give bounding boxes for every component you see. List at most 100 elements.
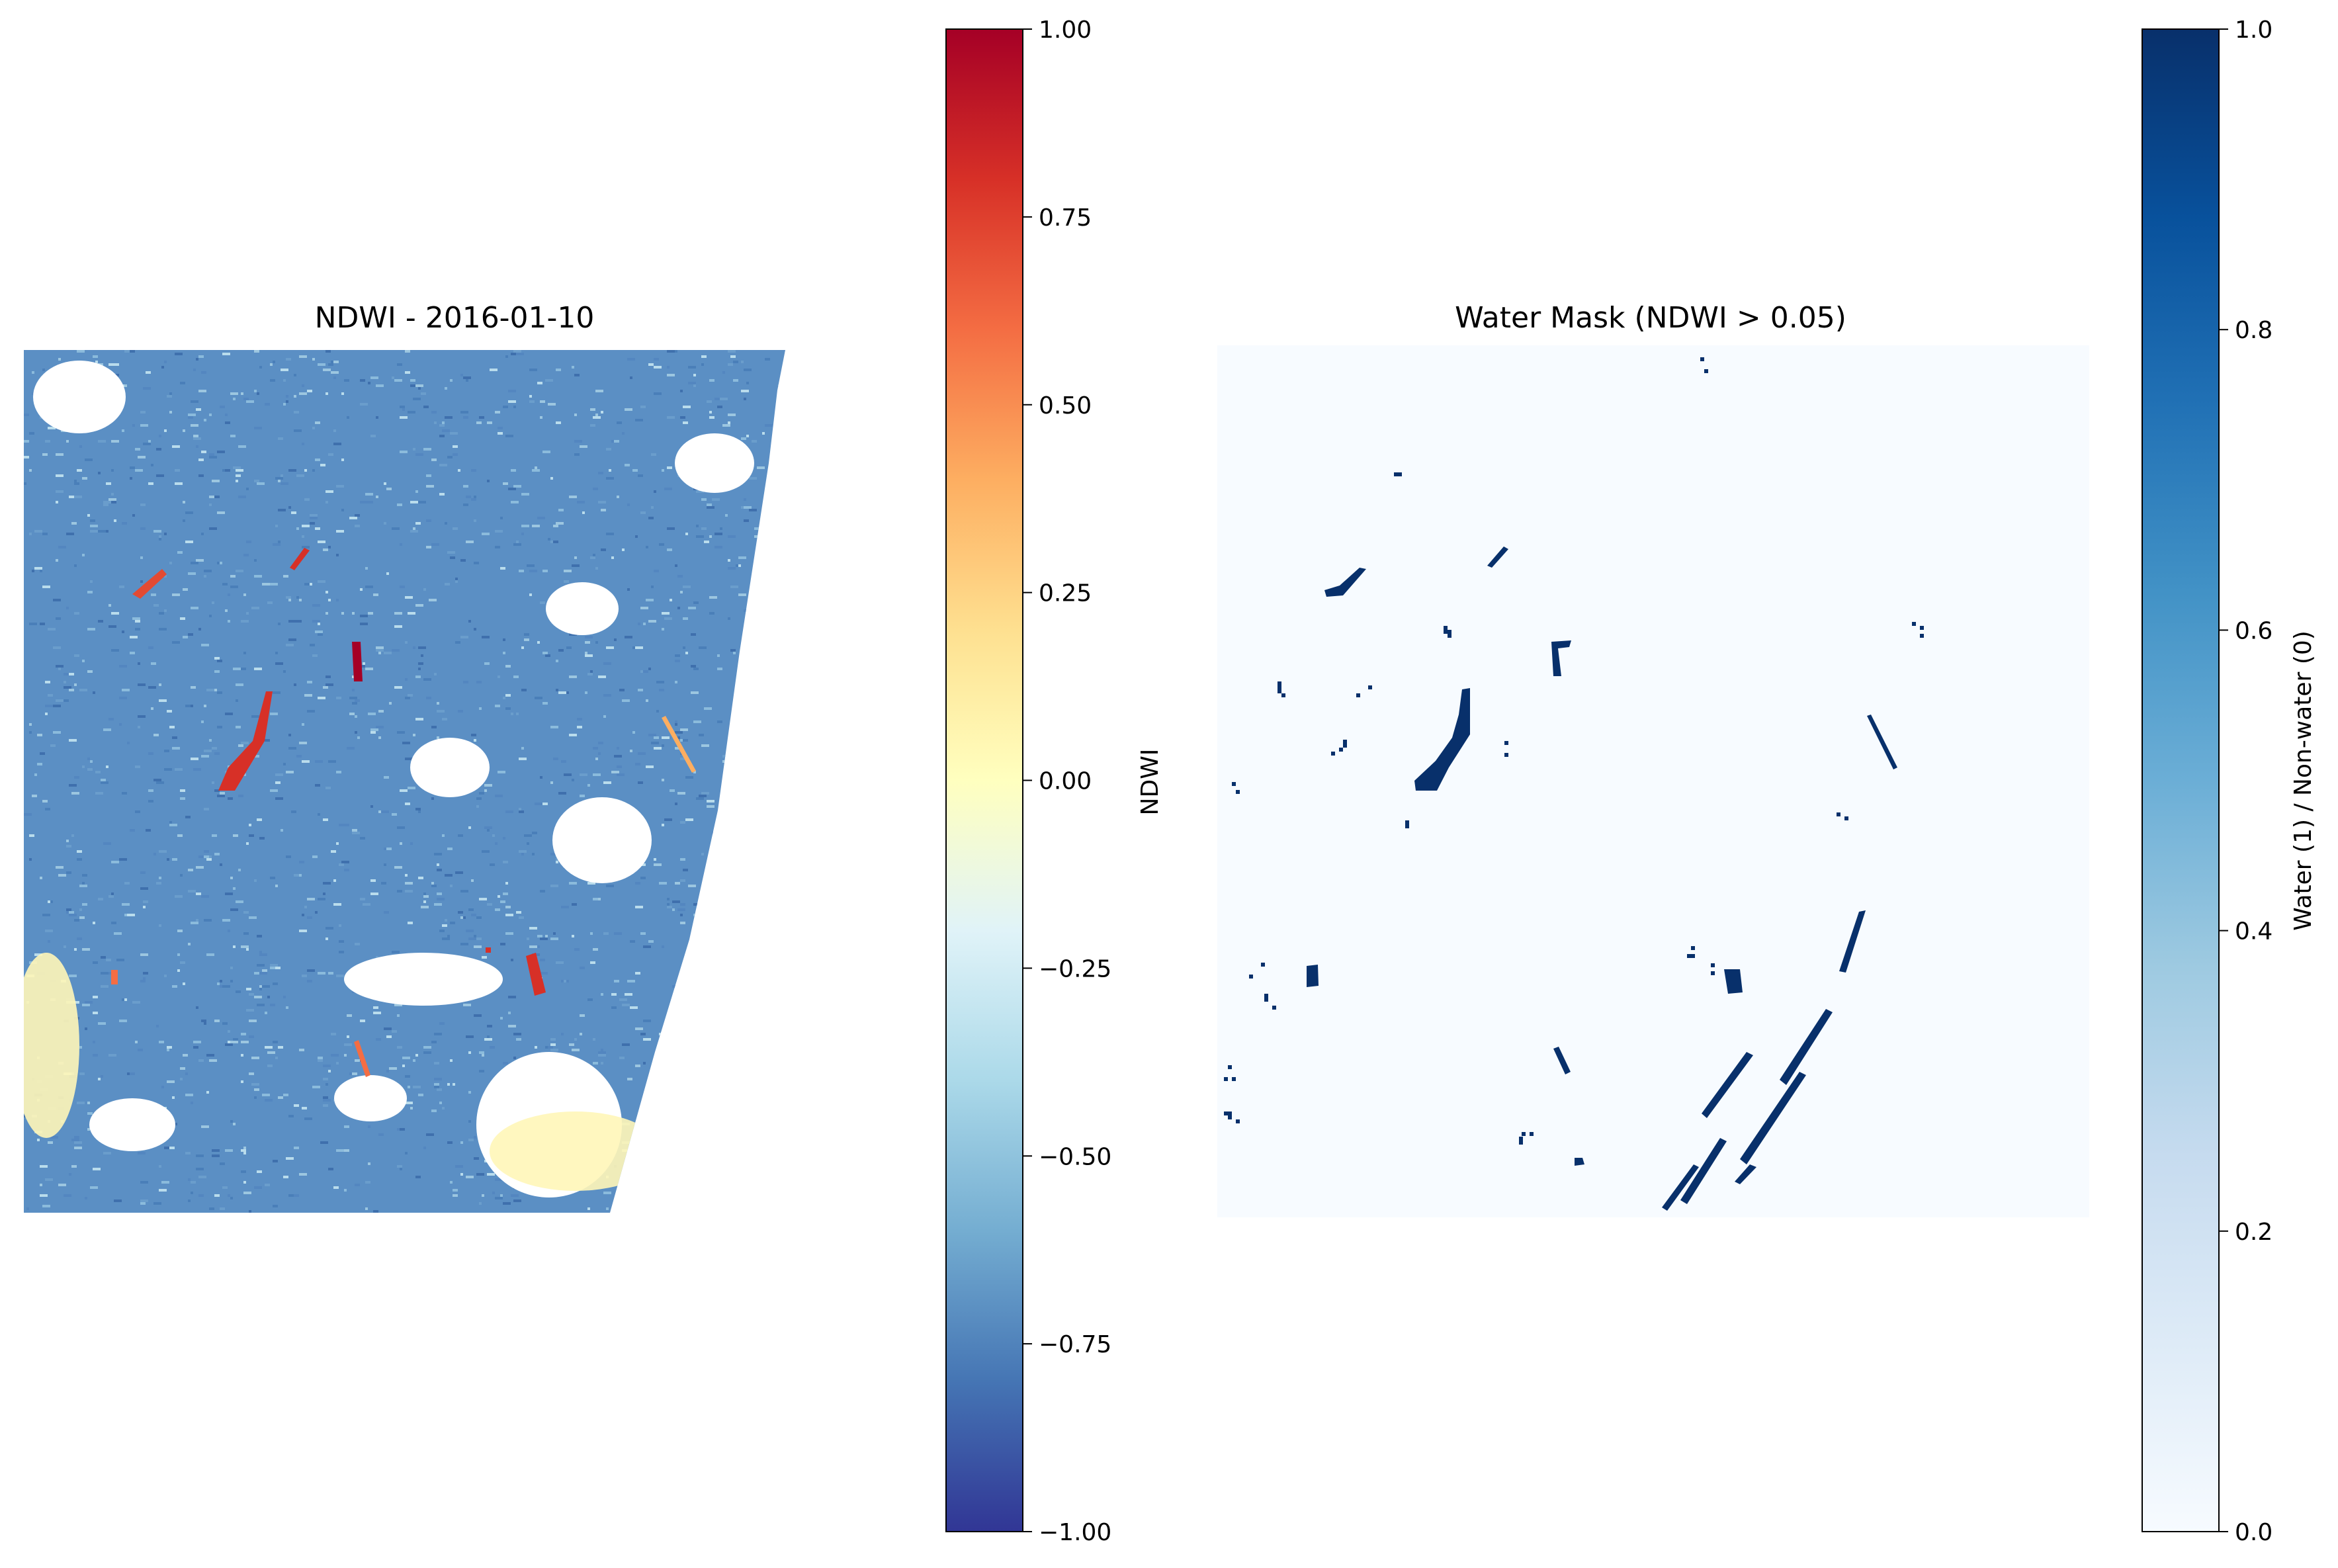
texture-pixel: [659, 543, 664, 546]
texture-pixel: [405, 1152, 408, 1154]
texture-pixel: [468, 1091, 471, 1094]
texture-pixel: [360, 379, 365, 382]
texture-pixel: [69, 739, 77, 742]
texture-pixel: [164, 575, 167, 578]
texture-pixel: [288, 1194, 296, 1197]
texture-pixel: [447, 456, 453, 458]
texture-pixel: [267, 601, 273, 604]
texture-pixel: [423, 1147, 426, 1149]
texture-pixel: [662, 744, 664, 747]
texture-pixel: [484, 784, 492, 787]
texture-pixel: [228, 1041, 230, 1043]
texture-pixel: [384, 522, 386, 525]
texture-pixel: [498, 675, 500, 678]
texture-pixel: [286, 1218, 294, 1221]
mask-speckle: [1264, 994, 1268, 998]
texture-pixel: [580, 445, 587, 448]
texture-pixel: [254, 390, 257, 392]
texture-pixel: [683, 586, 691, 588]
texture-pixel: [423, 895, 429, 898]
texture-pixel: [675, 723, 677, 726]
texture-pixel: [746, 382, 749, 384]
mask-speckle: [1277, 689, 1281, 693]
texture-pixel: [376, 416, 378, 419]
texture-pixel: [204, 750, 212, 752]
texture-pixel: [71, 792, 79, 795]
texture-pixel: [662, 1199, 667, 1202]
texture-pixel: [108, 718, 114, 720]
texture-pixel: [201, 371, 206, 374]
texture-pixel: [341, 392, 344, 395]
texture-pixel: [587, 673, 593, 675]
texture-pixel: [230, 1041, 238, 1043]
mask-colorbar-ticks: 1.00.80.60.40.20.0: [2219, 17, 2273, 1546]
texture-pixel: [111, 612, 119, 615]
texture-pixel: [294, 1218, 296, 1221]
texture-pixel: [609, 469, 611, 472]
texture-pixel: [648, 1075, 651, 1078]
texture-pixel: [40, 623, 45, 625]
texture-pixel: [738, 1080, 744, 1083]
texture-pixel: [77, 1102, 85, 1104]
texture-pixel: [744, 369, 752, 371]
mask-water-body: [1307, 965, 1319, 987]
texture-pixel: [222, 919, 230, 922]
texture-pixel: [730, 1154, 738, 1157]
texture-pixel: [246, 400, 254, 403]
texture-pixel: [569, 496, 577, 498]
texture-pixel: [188, 943, 191, 945]
texture-pixel: [254, 1096, 257, 1099]
texture-pixel: [413, 448, 415, 451]
texture-pixel: [550, 781, 553, 784]
mask-speckle: [1912, 622, 1916, 626]
texture-pixel: [302, 914, 304, 916]
ndwi-colorbar-ticks: 1.000.750.500.250.00−0.25−0.50−0.75−1.00: [1023, 17, 1111, 1546]
texture-pixel: [299, 599, 302, 601]
texture-pixel: [712, 498, 720, 501]
texture-pixel: [193, 768, 201, 771]
texture-pixel: [752, 1123, 757, 1125]
texture-pixel: [225, 1043, 233, 1046]
texture-pixel: [50, 900, 53, 903]
texture-pixel: [349, 697, 357, 699]
texture-pixel: [325, 490, 333, 493]
texture-pixel: [243, 554, 249, 556]
mask-speckle: [1228, 1111, 1232, 1115]
texture-pixel: [606, 646, 614, 649]
texture-pixel: [159, 877, 161, 879]
texture-pixel: [505, 665, 511, 668]
texture-pixel: [707, 911, 712, 914]
mask-speckle: [1519, 1137, 1523, 1141]
texture-pixel: [603, 932, 609, 935]
ndwi-colorbar-tick-label: −0.50: [1039, 1143, 1111, 1170]
texture-pixel: [775, 837, 781, 840]
texture-pixel: [532, 525, 540, 527]
texture-pixel: [773, 943, 781, 945]
texture-pixel: [540, 776, 542, 779]
texture-pixel: [542, 451, 550, 453]
texture-pixel: [212, 1149, 220, 1152]
texture-pixel: [172, 747, 180, 750]
texture-pixel: [770, 853, 773, 855]
texture-pixel: [738, 1181, 744, 1184]
texture-pixel: [148, 800, 153, 803]
texture-pixel: [648, 620, 656, 623]
texture-pixel: [325, 1083, 328, 1086]
texture-pixel: [542, 652, 548, 654]
texture-pixel: [463, 503, 468, 506]
texture-pixel: [582, 511, 585, 514]
texture-pixel: [590, 670, 593, 673]
texture-pixel: [770, 546, 775, 548]
texture-pixel: [87, 628, 95, 631]
texture-pixel: [74, 776, 79, 779]
texture-pixel: [243, 652, 246, 654]
texture-pixel: [479, 898, 487, 900]
texture-pixel: [296, 527, 299, 530]
texture-pixel: [209, 453, 214, 456]
texture-pixel: [384, 776, 389, 779]
texture-pixel: [347, 416, 349, 419]
texture-pixel: [595, 641, 598, 644]
texture-pixel: [114, 1199, 122, 1202]
texture-pixel: [286, 395, 288, 398]
texture-pixel: [741, 437, 746, 440]
